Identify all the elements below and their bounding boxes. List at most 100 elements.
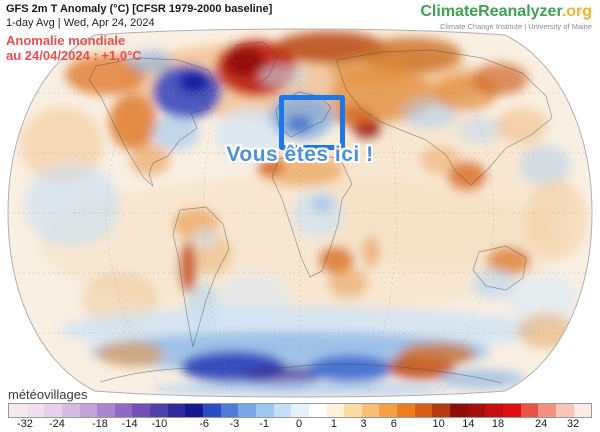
colorbar-tick: 14 (462, 418, 475, 430)
colorbar-cell (79, 404, 98, 417)
anomaly-line2: au 24/04/2024 : +1,0°C (6, 48, 142, 63)
anomaly-blob (225, 47, 265, 77)
brand-name[interactable]: ClimateReanalyzer (420, 3, 562, 20)
colorbar-tick: 10 (432, 418, 445, 430)
colorbar-tick: 3 (360, 418, 367, 430)
colorbar-cell (450, 404, 468, 417)
anomaly-blob (308, 355, 392, 383)
brand-logo[interactable]: ClimateReanalyzer.org (420, 3, 592, 21)
colorbar-tick: -18 (92, 418, 108, 430)
colorbar-tick: -24 (48, 418, 65, 430)
colorbar-tick: 6 (390, 418, 397, 430)
anomaly-blob (179, 71, 209, 93)
colorbar-cell (61, 404, 80, 417)
coastlines (88, 41, 553, 384)
anomaly-blob (472, 63, 528, 95)
colorbar-tick: 18 (491, 418, 505, 430)
map-outline (7, 28, 593, 398)
colorbar-tick: 24 (534, 418, 548, 430)
anomaly-blob (518, 313, 574, 349)
anomaly-blob (336, 106, 372, 128)
colorbar-cell (308, 404, 327, 417)
location-label: Vous êtes ici ! (226, 143, 374, 166)
anomaly-blob (524, 180, 588, 260)
colorbar-cell (467, 404, 486, 417)
colorbar-cell (132, 404, 151, 417)
colorbar-tick: -10 (151, 418, 168, 430)
colorbar-cell (555, 404, 574, 417)
colorbar-cell (361, 404, 380, 417)
colorbar-cell (432, 404, 451, 417)
colorbar-cell (538, 404, 556, 417)
anomaly-blob (496, 107, 548, 143)
anomaly-blob (152, 116, 200, 150)
colorbar-tick: -14 (121, 418, 138, 430)
colorbar-cell (573, 404, 592, 417)
colorbar-tick: -32 (16, 418, 33, 430)
colorbar-tick: -3 (229, 418, 240, 430)
anomaly-blob (128, 50, 172, 74)
map-title: GFS 2m T Anomaly (°C) [CFSR 1979-2000 ba… (6, 3, 273, 15)
colorbar-cell (150, 404, 168, 417)
colorbar-cell (255, 404, 274, 417)
colorbar-tick: 1 (330, 418, 337, 430)
anomaly-blob (24, 163, 120, 247)
colorbar-cell (9, 404, 27, 417)
anomaly-blob (130, 144, 170, 176)
anomaly-blob (275, 31, 385, 63)
colorbar-cell (203, 404, 221, 417)
anomaly-blob (440, 369, 524, 389)
anomaly-blob (363, 236, 379, 268)
anomaly-blob (286, 115, 312, 133)
anomaly-blob (150, 382, 450, 396)
colorbar-cell (291, 404, 309, 417)
colorbar-ticks: -32 -24 -18 -14 -10 -6 -3 -1 0 1 3 6 10 14 18 24 32 (8, 418, 590, 431)
anomaly-blob (20, 107, 104, 183)
colorbar-tick: 32 (566, 418, 580, 430)
colorbar-cell (185, 404, 204, 417)
colorbar-cell (167, 404, 186, 417)
watermark-meteovillages: météovillages (8, 387, 88, 402)
anomaly-blob (65, 55, 145, 95)
colorbar-cell (326, 404, 345, 417)
colorbar-tick: -1 (259, 418, 269, 430)
anomaly-blob (399, 342, 475, 366)
brand-tagline: Climate Change Institute | University of… (439, 22, 592, 31)
colorbar-cell (502, 404, 521, 417)
colorbar-cell (397, 404, 415, 417)
colorbar-cell (44, 404, 62, 417)
colorbar-cell (344, 404, 362, 417)
anomaly-blob (318, 246, 354, 274)
global-anomaly-note: Anomalie mondiale au 24/04/2024 : +1,0°C (6, 33, 142, 63)
anomaly-blob (328, 268, 368, 298)
anomaly-blob (216, 108, 284, 162)
brand-tld[interactable]: .org (561, 3, 592, 20)
colorbar (8, 403, 592, 418)
map-subtitle: 1-day Avg | Wed, Apr 24, 2024 (6, 17, 155, 29)
site-brand[interactable]: ClimateReanalyzer.org Climate Change Ins… (420, 3, 592, 31)
colorbar-cell (114, 404, 133, 417)
graticule (8, 34, 592, 392)
colorbar-tick: 0 (295, 418, 303, 430)
anomaly-blob (311, 196, 333, 212)
anomaly-line1: Anomalie mondiale (6, 33, 126, 48)
location-box (279, 95, 345, 150)
colorbar-cell (97, 404, 115, 417)
colorbar-cell (26, 404, 45, 417)
colorbar-cell (238, 404, 256, 417)
anomaly-field (20, 31, 588, 396)
anomaly-blob (447, 161, 487, 191)
anomaly-blob (457, 117, 503, 143)
colorbar-cell (379, 404, 398, 417)
colorbar-cell (485, 404, 503, 417)
colorbar-tick: -6 (199, 418, 210, 430)
anomaly-blob (310, 110, 570, 270)
colorbar-cell (414, 404, 433, 417)
anomaly-blob (507, 274, 579, 326)
colorbar-cell (520, 404, 539, 417)
anomaly-blob (98, 341, 164, 367)
colorbar-cell (273, 404, 292, 417)
anomaly-blob (519, 145, 571, 185)
